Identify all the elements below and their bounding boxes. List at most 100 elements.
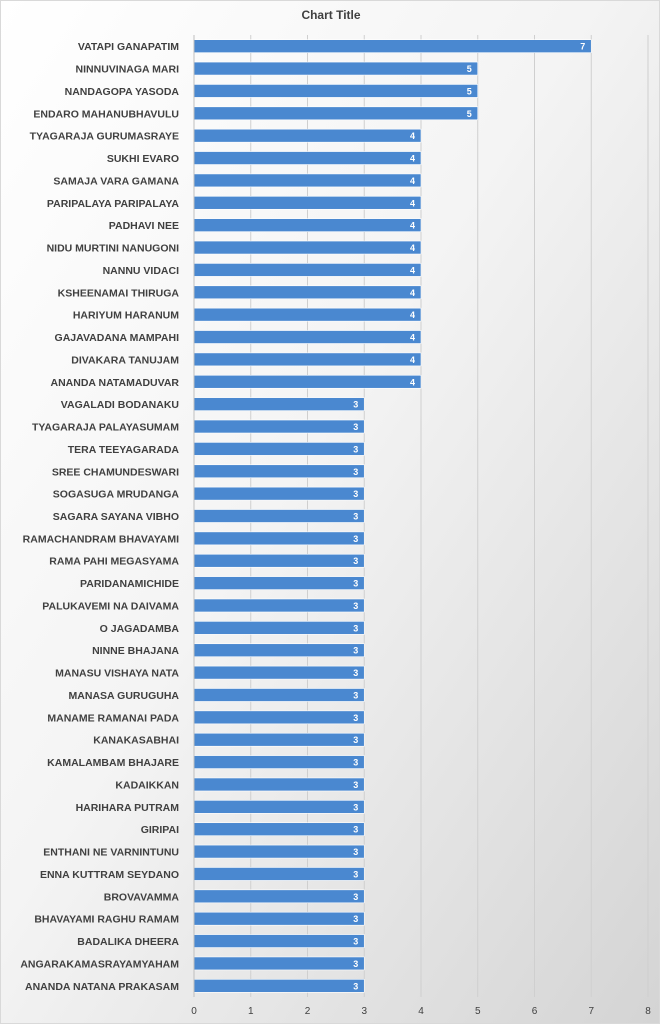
category-label: BHAVAYAMI RAGHU RAMAM: [34, 914, 179, 926]
bar: [193, 196, 422, 210]
data-label: 7: [580, 42, 585, 52]
data-label: 3: [353, 623, 358, 633]
bar: [193, 867, 365, 881]
data-label: 3: [353, 959, 358, 969]
bar: [193, 464, 365, 479]
category-label: NINNE BHAJANA: [92, 645, 179, 657]
data-label: 3: [353, 847, 358, 857]
bar: [193, 84, 479, 98]
bar: [193, 486, 365, 501]
data-label: 3: [353, 780, 358, 790]
category-label: RAMA PAHI MEGASYAMA: [49, 556, 179, 568]
category-label: SREE CHAMUNDESWARI: [52, 466, 179, 478]
bar: [193, 128, 422, 143]
category-label: SAGARA SAYANA VIBHO: [53, 511, 179, 523]
category-label: BADALIKA DHEERA: [77, 936, 179, 948]
data-label: 3: [353, 646, 358, 656]
data-label: 3: [353, 869, 358, 879]
x-tick-label: 4: [418, 1006, 424, 1017]
bar: [193, 442, 365, 456]
category-label: KANAKASABHAI: [93, 735, 179, 747]
bar: [193, 509, 365, 523]
category-label: NINNUVINAGA MARI: [76, 64, 180, 76]
bar: [193, 822, 365, 836]
chart-title: Chart Title: [301, 8, 361, 22]
category-label: ANGARAKAMASRAYAMYAHAM: [20, 958, 179, 970]
category-label: PADHAVI NEE: [109, 220, 179, 232]
category-label: ANANDA NATAMADUVAR: [50, 377, 179, 389]
bar: [193, 979, 365, 993]
x-tick-label: 7: [588, 1006, 594, 1017]
data-label: 4: [410, 355, 415, 365]
data-label: 3: [353, 825, 358, 835]
category-label: TYAGARAJA PALAYASUMAM: [32, 422, 179, 434]
bar: [193, 374, 422, 389]
category-label: RAMACHANDRAM BHAVAYAMI: [23, 533, 179, 545]
category-label: HARIHARA PUTRAM: [76, 802, 180, 814]
data-label: 4: [410, 310, 415, 320]
bar: [193, 710, 365, 725]
x-tick-label: 1: [248, 1006, 254, 1017]
data-label: 4: [410, 243, 415, 253]
data-label: 3: [353, 534, 358, 544]
bar: [193, 240, 422, 255]
data-label: 3: [353, 556, 358, 566]
data-label: 3: [353, 400, 358, 410]
data-label: 3: [353, 892, 358, 902]
bar: [193, 263, 422, 277]
data-label: 3: [353, 981, 358, 991]
bar: [193, 352, 422, 367]
bar: [193, 621, 365, 635]
category-label: KADAIKKAN: [115, 779, 179, 791]
category-label: SOGASUGA MRUDANGA: [53, 489, 180, 501]
category-label: NANDAGOPA YASODA: [65, 86, 180, 98]
data-label: 3: [353, 914, 358, 924]
bar: [193, 643, 365, 658]
data-label: 3: [353, 444, 358, 454]
category-label: VAGALADI BODANAKU: [61, 399, 179, 411]
bar: [193, 531, 365, 546]
bar: [193, 934, 365, 948]
data-label: 3: [353, 937, 358, 947]
data-label: 4: [410, 377, 415, 387]
category-label: NIDU MURTINI NANUGONI: [47, 243, 179, 255]
category-label: NANNU VIDACI: [103, 265, 180, 277]
category-label: SUKHI EVARO: [107, 153, 179, 165]
data-label: 3: [353, 713, 358, 723]
x-tick-label: 8: [645, 1006, 651, 1017]
category-label: O JAGADAMBA: [100, 623, 180, 635]
category-label: PARIPALAYA PARIPALAYA: [47, 198, 179, 210]
bar: [193, 106, 479, 121]
data-label: 4: [410, 198, 415, 208]
category-label: PALUKAVEMI NA DAIVAMA: [42, 600, 179, 612]
category-label: SAMAJA VARA GAMANA: [53, 175, 179, 187]
bar: [193, 151, 422, 165]
category-label: KSHEENAMAI THIRUGA: [58, 287, 180, 299]
bar: [193, 777, 365, 792]
data-label: 3: [353, 512, 358, 522]
category-label: ENNA KUTTRAM SEYDANO: [40, 869, 179, 881]
data-label: 4: [410, 131, 415, 141]
bar: [193, 889, 365, 904]
bar: [193, 911, 365, 926]
x-tick-label: 3: [361, 1006, 367, 1017]
data-label: 4: [410, 176, 415, 186]
category-label: GIRIPAI: [141, 824, 179, 836]
data-label: 3: [353, 735, 358, 745]
data-label: 3: [353, 690, 358, 700]
data-label: 3: [353, 758, 358, 768]
data-label: 5: [467, 86, 472, 96]
data-label: 4: [410, 154, 415, 164]
category-label: ANANDA NATANA PRAKASAM: [25, 981, 179, 993]
bar: [193, 330, 422, 344]
category-label: MANASU VISHAYA NATA: [55, 668, 179, 680]
x-tick-label: 0: [191, 1006, 197, 1017]
data-label: 5: [467, 64, 472, 74]
bar: [193, 755, 365, 769]
bar: [193, 419, 365, 434]
category-label: PARIDANAMICHIDE: [80, 578, 179, 590]
data-label: 5: [467, 109, 472, 119]
x-tick-label: 2: [305, 1006, 311, 1017]
bar: [193, 397, 365, 411]
